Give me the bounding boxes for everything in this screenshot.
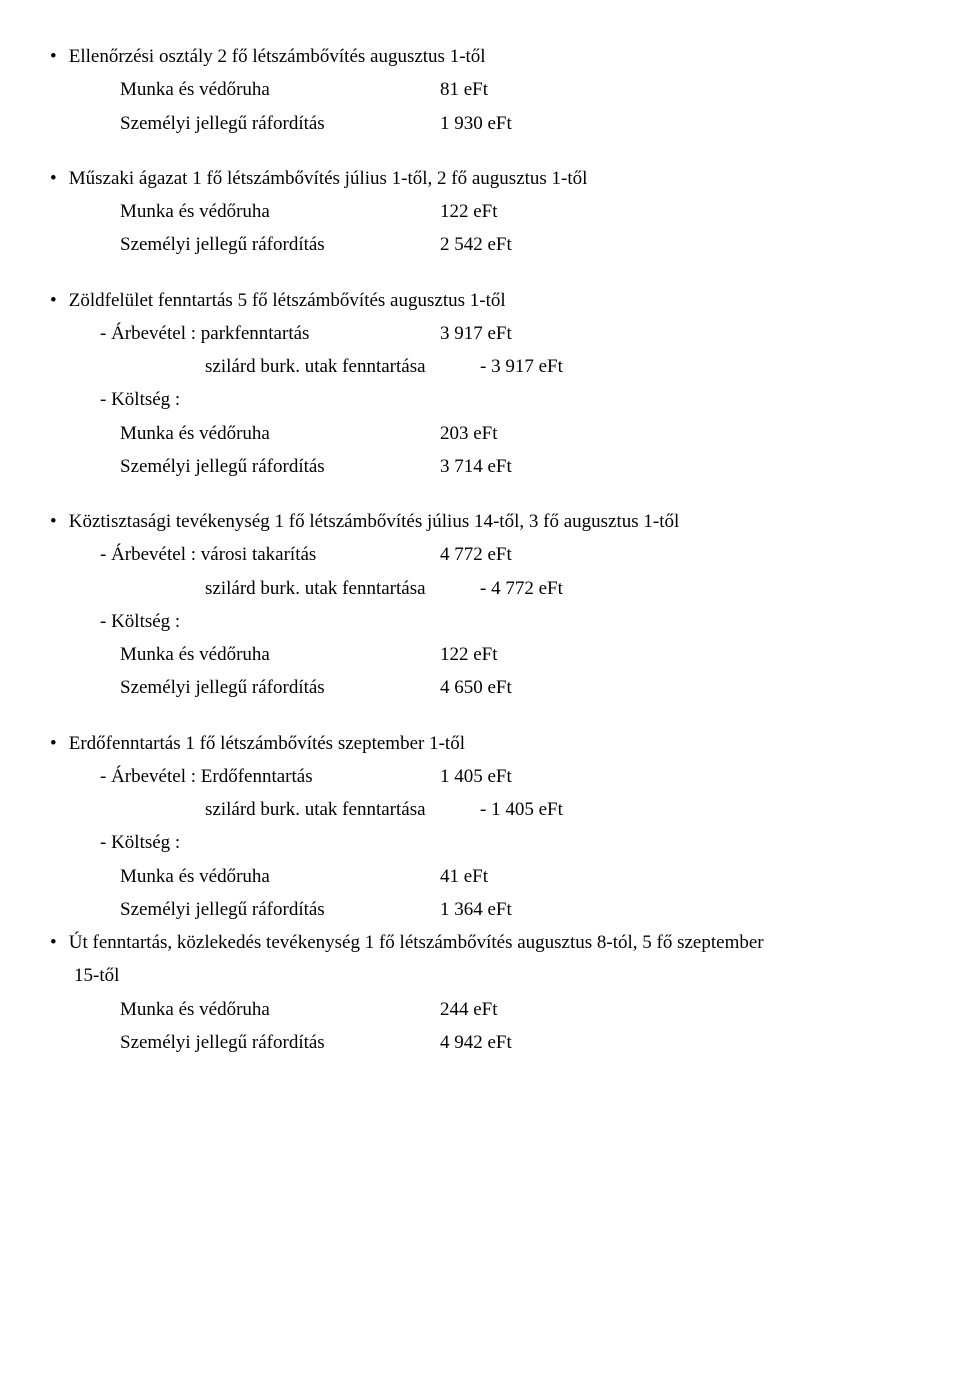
data-row: Személyi jellegű ráfordítás 2 542 eFt bbox=[50, 228, 890, 261]
bullet-icon: • bbox=[50, 284, 64, 317]
arbevetel-row: - Árbevétel : parkfenntartás 3 917 eFt bbox=[50, 317, 890, 350]
data-row: Személyi jellegű ráfordítás 4 650 eFt bbox=[50, 671, 890, 704]
title-text: Műszaki ágazat 1 fő létszámbővítés júliu… bbox=[69, 168, 588, 189]
row-value: 81 eFt bbox=[440, 73, 488, 106]
row-value: 122 eFt bbox=[440, 638, 498, 671]
data-row: Munka és védőruha 122 eFt bbox=[50, 195, 890, 228]
szilard-value: - 1 405 eFt bbox=[480, 793, 563, 826]
title-continuation: 15-től bbox=[50, 959, 890, 992]
koltseg-label: - Költség : bbox=[50, 383, 890, 416]
title-text: Út fenntartás, közlekedés tevékenység 1 … bbox=[69, 932, 764, 953]
szilard-row: szilárd burk. utak fenntartása - 3 917 e… bbox=[50, 350, 890, 383]
row-label: Munka és védőruha bbox=[120, 993, 440, 1026]
bullet-icon: • bbox=[50, 926, 64, 959]
row-label: Személyi jellegű ráfordítás bbox=[120, 228, 440, 261]
row-value: 4 942 eFt bbox=[440, 1026, 512, 1059]
row-value: 2 542 eFt bbox=[440, 228, 512, 261]
row-label: Munka és védőruha bbox=[120, 638, 440, 671]
row-label: Munka és védőruha bbox=[120, 73, 440, 106]
szilard-label: szilárd burk. utak fenntartása bbox=[205, 572, 480, 605]
data-row: Személyi jellegű ráfordítás 1 364 eFt bbox=[50, 893, 890, 926]
row-label: Munka és védőruha bbox=[120, 417, 440, 450]
title-text: Ellenőrzési osztály 2 fő létszámbővítés … bbox=[69, 46, 486, 67]
section-title: • Műszaki ágazat 1 fő létszámbővítés júl… bbox=[50, 162, 890, 195]
bullet-icon: • bbox=[50, 727, 64, 760]
section-title: • Zöldfelület fenntartás 5 fő létszámbőv… bbox=[50, 284, 890, 317]
title-text: Köztisztasági tevékenység 1 fő létszámbő… bbox=[69, 511, 680, 532]
arbevetel-row: - Árbevétel : Erdőfenntartás 1 405 eFt bbox=[50, 760, 890, 793]
row-label: Munka és védőruha bbox=[120, 860, 440, 893]
row-label: Személyi jellegű ráfordítás bbox=[120, 107, 440, 140]
data-row: Munka és védőruha 244 eFt bbox=[50, 993, 890, 1026]
arbevetel-row: - Árbevétel : városi takarítás 4 772 eFt bbox=[50, 538, 890, 571]
szilard-value: - 4 772 eFt bbox=[480, 572, 563, 605]
row-label: Munka és védőruha bbox=[120, 195, 440, 228]
row-value: 4 650 eFt bbox=[440, 671, 512, 704]
section-title: • Erdőfenntartás 1 fő létszámbővítés sze… bbox=[50, 727, 890, 760]
data-row: Munka és védőruha 81 eFt bbox=[50, 73, 890, 106]
data-row: Személyi jellegű ráfordítás 1 930 eFt bbox=[50, 107, 890, 140]
data-row: Munka és védőruha 41 eFt bbox=[50, 860, 890, 893]
szilard-row: szilárd burk. utak fenntartása - 1 405 e… bbox=[50, 793, 890, 826]
data-row: Személyi jellegű ráfordítás 4 942 eFt bbox=[50, 1026, 890, 1059]
row-value: 1 930 eFt bbox=[440, 107, 512, 140]
szilard-label: szilárd burk. utak fenntartása bbox=[205, 793, 480, 826]
section-title: • Út fenntartás, közlekedés tevékenység … bbox=[50, 926, 890, 959]
row-value: 1 364 eFt bbox=[440, 893, 512, 926]
arbevetel-value: 1 405 eFt bbox=[440, 760, 512, 793]
row-label: Személyi jellegű ráfordítás bbox=[120, 893, 440, 926]
szilard-label: szilárd burk. utak fenntartása bbox=[205, 350, 480, 383]
szilard-row: szilárd burk. utak fenntartása - 4 772 e… bbox=[50, 572, 890, 605]
data-row: Munka és védőruha 122 eFt bbox=[50, 638, 890, 671]
row-value: 3 714 eFt bbox=[440, 450, 512, 483]
title-text: Erdőfenntartás 1 fő létszámbővítés szept… bbox=[69, 733, 465, 754]
section-title: • Ellenőrzési osztály 2 fő létszámbővíté… bbox=[50, 40, 890, 73]
row-value: 244 eFt bbox=[440, 993, 498, 1026]
row-label: Személyi jellegű ráfordítás bbox=[120, 450, 440, 483]
row-value: 203 eFt bbox=[440, 417, 498, 450]
bullet-icon: • bbox=[50, 505, 64, 538]
arbevetel-value: 3 917 eFt bbox=[440, 317, 512, 350]
row-value: 41 eFt bbox=[440, 860, 488, 893]
bullet-icon: • bbox=[50, 162, 64, 195]
szilard-value: - 3 917 eFt bbox=[480, 350, 563, 383]
koltseg-label: - Költség : bbox=[50, 826, 890, 859]
data-row: Személyi jellegű ráfordítás 3 714 eFt bbox=[50, 450, 890, 483]
bullet-icon: • bbox=[50, 40, 64, 73]
data-row: Munka és védőruha 203 eFt bbox=[50, 417, 890, 450]
title-text: Zöldfelület fenntartás 5 fő létszámbővít… bbox=[69, 290, 506, 311]
section-title: • Köztisztasági tevékenység 1 fő létszám… bbox=[50, 505, 890, 538]
koltseg-label: - Költség : bbox=[50, 605, 890, 638]
row-label: Személyi jellegű ráfordítás bbox=[120, 1026, 440, 1059]
arbevetel-label: - Árbevétel : Erdőfenntartás bbox=[100, 760, 440, 793]
arbevetel-label: - Árbevétel : parkfenntartás bbox=[100, 317, 440, 350]
row-value: 122 eFt bbox=[440, 195, 498, 228]
arbevetel-label: - Árbevétel : városi takarítás bbox=[100, 538, 440, 571]
row-label: Személyi jellegű ráfordítás bbox=[120, 671, 440, 704]
arbevetel-value: 4 772 eFt bbox=[440, 538, 512, 571]
